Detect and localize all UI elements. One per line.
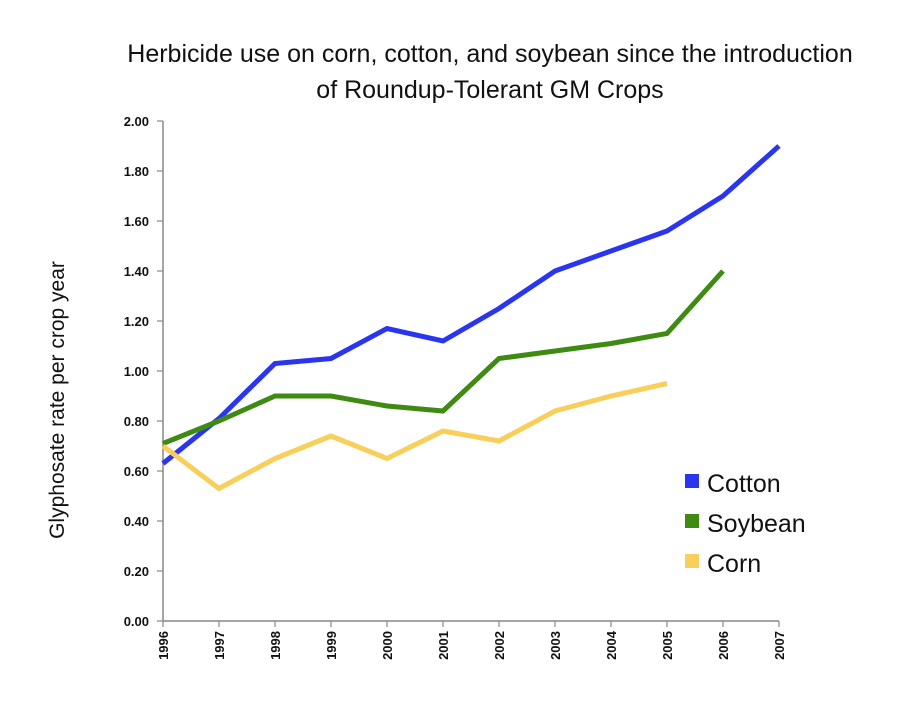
x-tick-label: 2004	[604, 630, 619, 660]
x-tick-label: 2007	[772, 631, 787, 660]
legend-swatch-cotton	[685, 474, 699, 488]
y-tick-label: 0.80	[124, 414, 149, 429]
y-tick-label: 0.40	[124, 514, 149, 529]
x-tick-label: 1996	[156, 631, 171, 660]
y-tick-label: 1.00	[124, 364, 149, 379]
y-tick-label: 1.20	[124, 314, 149, 329]
chart-title: Herbicide use on corn, cotton, and soybe…	[60, 36, 900, 108]
x-tick-label: 2006	[716, 631, 731, 660]
series-line-corn	[161, 381, 668, 492]
x-tick-label: 2001	[436, 631, 451, 660]
legend-label-cotton: Cotton	[707, 470, 781, 498]
chart-title-line-2: of Roundup-Tolerant GM Crops	[316, 76, 664, 104]
x-tick-label: 2002	[492, 631, 507, 660]
y-tick-label: 1.60	[124, 214, 149, 229]
x-tick-label: 2000	[380, 631, 395, 660]
x-tick-label: 1999	[324, 631, 339, 660]
x-tick-label: 2005	[660, 631, 675, 660]
chart-title-line-1: Herbicide use on corn, cotton, and soybe…	[127, 40, 853, 68]
x-tick-label: 1997	[212, 631, 227, 660]
series-line-cotton	[161, 144, 781, 466]
legend-swatch-soybean	[685, 514, 699, 528]
legend-label-soybean: Soybean	[707, 510, 806, 538]
y-tick-label: 0.00	[124, 614, 149, 629]
y-tick-label: 1.40	[124, 264, 149, 279]
y-tick-label: 1.80	[124, 164, 149, 179]
series-line-soybean	[162, 269, 725, 446]
x-tick-label: 1998	[268, 631, 283, 660]
legend-swatch-corn	[685, 554, 699, 568]
y-tick-label: 0.20	[124, 564, 149, 579]
y-tick-label: 0.60	[124, 464, 149, 479]
y-tick-label: 2.00	[124, 114, 149, 129]
legend-label-corn: Corn	[707, 550, 761, 578]
x-tick-label: 2003	[548, 631, 563, 660]
